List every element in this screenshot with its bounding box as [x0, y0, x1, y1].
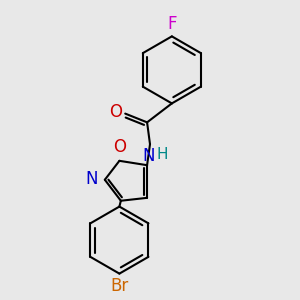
Text: H: H	[157, 146, 168, 161]
Text: O: O	[113, 138, 127, 156]
Text: F: F	[167, 15, 177, 33]
Text: Br: Br	[110, 278, 128, 296]
Text: O: O	[109, 103, 122, 121]
Text: N: N	[85, 170, 98, 188]
Text: N: N	[142, 147, 155, 165]
